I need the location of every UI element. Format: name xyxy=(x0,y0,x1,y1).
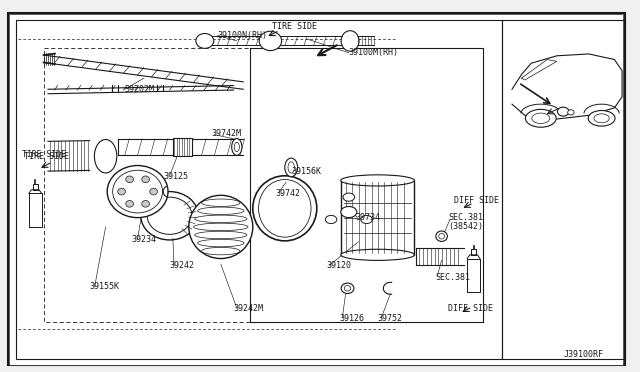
Ellipse shape xyxy=(325,215,337,224)
Ellipse shape xyxy=(344,286,351,291)
Ellipse shape xyxy=(232,139,242,155)
Ellipse shape xyxy=(142,201,150,207)
Ellipse shape xyxy=(341,206,357,218)
Text: 39742M: 39742M xyxy=(211,129,241,138)
Polygon shape xyxy=(467,255,480,259)
Ellipse shape xyxy=(288,162,294,173)
Text: SEC.381: SEC.381 xyxy=(435,273,470,282)
Text: TIRE SIDE: TIRE SIDE xyxy=(22,150,67,159)
Ellipse shape xyxy=(525,109,556,127)
Polygon shape xyxy=(29,193,42,227)
Polygon shape xyxy=(33,184,38,190)
Ellipse shape xyxy=(568,110,574,115)
Text: 39100N(RH): 39100N(RH) xyxy=(218,31,268,40)
Text: TIRE SIDE: TIRE SIDE xyxy=(272,22,317,31)
Ellipse shape xyxy=(142,176,150,183)
Ellipse shape xyxy=(259,31,282,51)
Ellipse shape xyxy=(113,170,163,213)
Ellipse shape xyxy=(259,180,311,237)
Text: TIRE SIDE: TIRE SIDE xyxy=(24,152,69,161)
Ellipse shape xyxy=(196,33,214,48)
Ellipse shape xyxy=(341,31,359,51)
Ellipse shape xyxy=(125,201,134,207)
Ellipse shape xyxy=(588,110,615,126)
Text: DIFF SIDE: DIFF SIDE xyxy=(448,304,493,313)
Text: SEC.381: SEC.381 xyxy=(448,213,483,222)
Text: 39100M(RH): 39100M(RH) xyxy=(349,48,399,57)
Text: 39125: 39125 xyxy=(163,172,188,181)
Text: 39242: 39242 xyxy=(170,262,195,270)
Text: 39156K: 39156K xyxy=(291,167,321,176)
Polygon shape xyxy=(29,190,42,193)
Polygon shape xyxy=(471,249,476,255)
Text: (38542): (38542) xyxy=(448,222,483,231)
Text: 39202M: 39202M xyxy=(125,85,155,94)
Ellipse shape xyxy=(285,158,298,177)
Ellipse shape xyxy=(141,192,198,240)
Ellipse shape xyxy=(436,231,447,241)
Ellipse shape xyxy=(253,176,317,241)
Ellipse shape xyxy=(95,140,117,173)
Ellipse shape xyxy=(557,107,569,116)
Text: DIFF SIDE: DIFF SIDE xyxy=(454,196,499,205)
Ellipse shape xyxy=(107,166,168,218)
Polygon shape xyxy=(512,54,622,119)
Ellipse shape xyxy=(126,176,134,183)
Ellipse shape xyxy=(343,193,355,201)
Ellipse shape xyxy=(340,175,415,186)
Text: 39120: 39120 xyxy=(326,262,351,270)
Ellipse shape xyxy=(439,234,444,239)
Ellipse shape xyxy=(189,195,253,259)
Text: 39742: 39742 xyxy=(275,189,300,198)
Ellipse shape xyxy=(341,283,354,294)
Text: 39734: 39734 xyxy=(355,213,380,222)
Bar xyxy=(16,20,502,359)
Bar xyxy=(173,138,192,156)
Ellipse shape xyxy=(118,188,125,195)
Polygon shape xyxy=(467,259,480,292)
Ellipse shape xyxy=(594,114,609,123)
Ellipse shape xyxy=(150,188,157,195)
Bar xyxy=(340,180,415,255)
Text: 39234: 39234 xyxy=(131,235,156,244)
Ellipse shape xyxy=(361,215,372,224)
Ellipse shape xyxy=(234,142,239,152)
Text: 39242M: 39242M xyxy=(234,304,264,313)
Ellipse shape xyxy=(340,249,415,260)
Text: 39126: 39126 xyxy=(339,314,364,323)
Bar xyxy=(502,20,625,359)
Ellipse shape xyxy=(147,197,192,234)
Text: J39100RF: J39100RF xyxy=(563,350,604,359)
Text: 39752: 39752 xyxy=(378,314,403,323)
Ellipse shape xyxy=(532,113,550,124)
Text: 39155K: 39155K xyxy=(90,282,120,291)
